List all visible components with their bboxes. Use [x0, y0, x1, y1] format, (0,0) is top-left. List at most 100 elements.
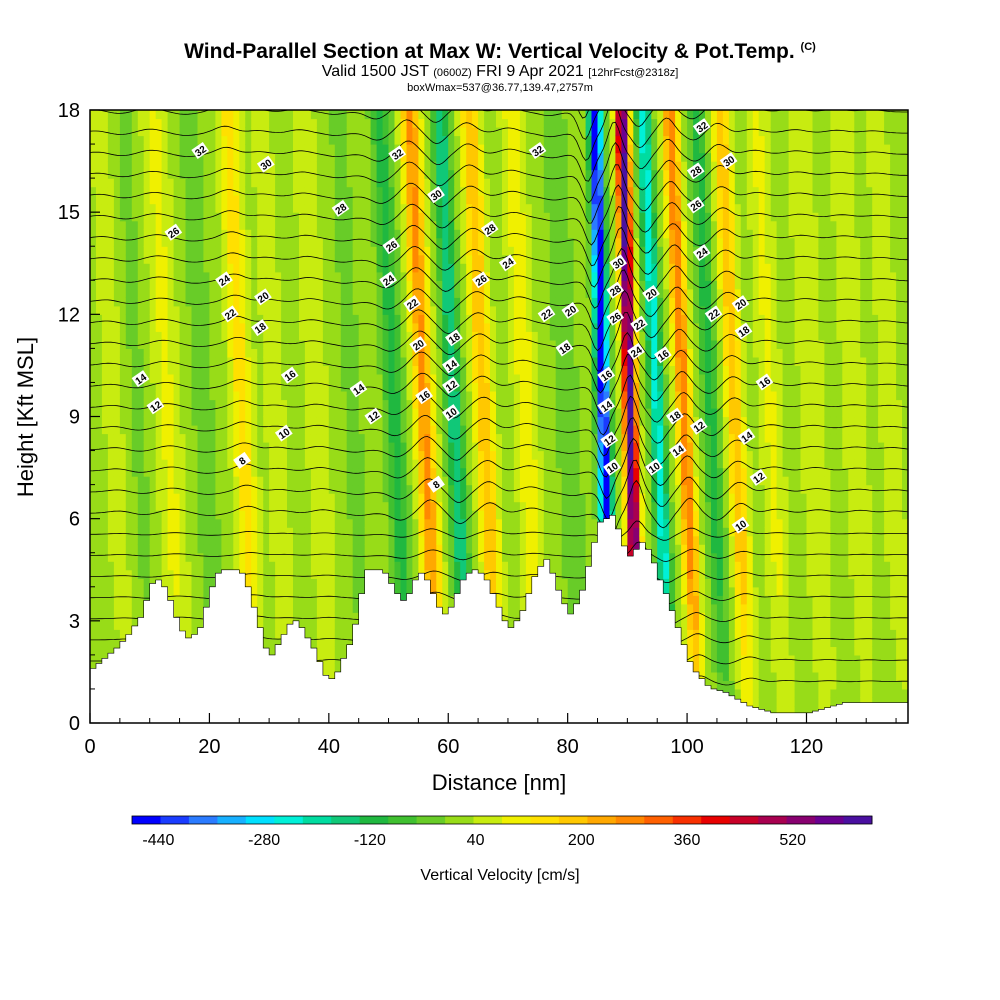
field-cell [137, 356, 145, 366]
field-cell [197, 544, 205, 554]
field-cell [340, 254, 348, 264]
field-cell [269, 569, 276, 579]
field-cell [101, 399, 109, 409]
field-cell [340, 220, 348, 230]
field-cell [370, 501, 378, 511]
field-cell [316, 484, 324, 494]
field-cell [448, 220, 455, 230]
field-cell [101, 280, 109, 290]
field-cell [412, 535, 419, 545]
field-cell [310, 501, 318, 511]
field-cell [382, 229, 390, 239]
field-cell [149, 339, 157, 349]
field-cell [370, 271, 378, 281]
field-cell [442, 220, 449, 230]
field-cell [316, 322, 324, 332]
field-cell [299, 467, 306, 477]
field-cell [448, 237, 455, 247]
field-cell [239, 561, 246, 571]
field-cell [161, 365, 169, 375]
field-cell [454, 569, 461, 579]
field-cell [245, 450, 252, 460]
field-cell [406, 382, 414, 392]
field-cell [460, 373, 467, 383]
field-cell [352, 459, 360, 469]
field-cell [310, 373, 318, 383]
field-cell [143, 144, 151, 154]
field-cell [173, 552, 181, 562]
field-cell [340, 620, 348, 630]
field-cell [191, 331, 199, 341]
field-cell [478, 442, 485, 452]
field-cell [101, 433, 109, 443]
field-cell [424, 459, 431, 469]
field-cell [167, 144, 175, 154]
field-cell [209, 127, 216, 137]
field-cell [346, 314, 354, 324]
field-cell [131, 391, 139, 401]
field-cell [251, 288, 258, 298]
field-cell [155, 408, 163, 418]
field-cell [137, 391, 145, 401]
field-cell [281, 629, 288, 639]
field-cell [478, 110, 485, 120]
field-cell [107, 110, 115, 120]
field-cell [454, 263, 461, 273]
field-cell [191, 382, 199, 392]
field-cell [484, 212, 491, 222]
field-cell [478, 501, 485, 511]
field-cell [90, 442, 97, 452]
field-cell [322, 569, 330, 579]
field-cell [257, 459, 264, 469]
field-cell [340, 186, 348, 196]
field-cell [215, 501, 222, 511]
field-cell [400, 186, 408, 196]
field-cell [412, 501, 419, 511]
field-cell [436, 178, 443, 188]
field-cell [161, 229, 169, 239]
field-cell [346, 144, 354, 154]
field-cell [484, 356, 491, 366]
field-cell [96, 220, 103, 230]
field-cell [119, 518, 127, 528]
field-cell [287, 535, 294, 545]
field-cell [125, 263, 133, 273]
field-cell [394, 382, 402, 392]
field-cell [179, 356, 187, 366]
field-cell [101, 637, 109, 647]
field-cell [227, 127, 234, 137]
field-cell [263, 552, 270, 562]
field-cell [460, 135, 467, 145]
field-cell [149, 391, 157, 401]
field-cell [293, 391, 300, 401]
field-cell [191, 169, 199, 179]
field-cell [346, 501, 354, 511]
field-cell [227, 322, 234, 332]
field-cell [125, 527, 133, 537]
field-cell [131, 161, 139, 171]
field-cell [364, 527, 372, 537]
field-cell [310, 229, 318, 239]
field-cell [472, 195, 479, 205]
field-cell [412, 544, 419, 554]
field-cell [364, 484, 372, 494]
field-cell [394, 535, 402, 545]
field-cell [233, 382, 240, 392]
field-cell [352, 586, 360, 596]
field-cell [418, 144, 425, 154]
field-cell [287, 305, 294, 315]
field-cell [251, 365, 258, 375]
field-cell [293, 476, 300, 486]
field-cell [275, 118, 282, 128]
field-cell [287, 118, 294, 128]
field-cell [328, 671, 336, 681]
field-cell [149, 493, 157, 503]
field-cell [430, 391, 437, 401]
field-cell [442, 450, 449, 460]
field-cell [119, 391, 127, 401]
field-cell [394, 569, 402, 579]
field-cell [263, 365, 270, 375]
field-cell [155, 254, 163, 264]
field-cell [370, 484, 378, 494]
field-cell [370, 280, 378, 290]
